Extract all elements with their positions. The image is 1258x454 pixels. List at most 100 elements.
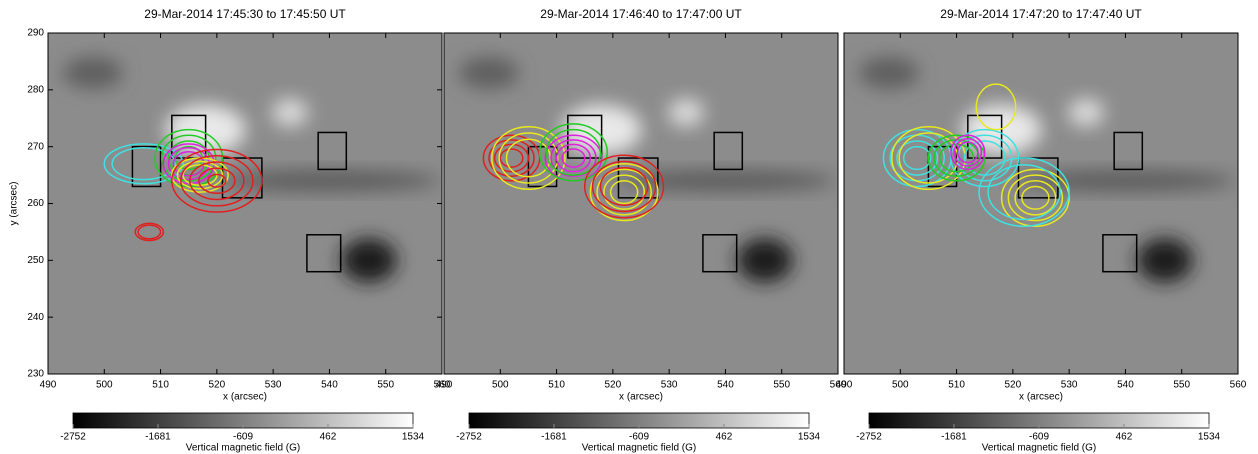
x-tick-label: 520 xyxy=(605,380,622,391)
contour xyxy=(111,147,176,181)
contour xyxy=(538,123,608,182)
x-tick-label: 560 xyxy=(830,380,847,391)
contour xyxy=(160,134,217,182)
y-tick-label: 250 xyxy=(27,255,44,266)
region-box xyxy=(171,114,207,159)
contour xyxy=(180,155,254,207)
colorbar-tick-label: 462 xyxy=(320,432,337,443)
x-tick-label: 500 xyxy=(96,380,113,391)
contour xyxy=(491,126,566,191)
contour xyxy=(589,162,659,222)
colorbar-tick-label: -2752 xyxy=(856,432,882,443)
contour xyxy=(599,166,649,206)
panel-title: 29-Mar-2014 17:46:40 to 17:47:00 UT xyxy=(540,7,742,21)
panel-title: 29-Mar-2014 17:45:30 to 17:45:50 UT xyxy=(144,7,346,21)
contour xyxy=(167,147,210,181)
contour xyxy=(493,143,530,173)
x-tick-label: 510 xyxy=(548,380,565,391)
contour xyxy=(902,145,932,171)
region-box xyxy=(713,131,744,171)
contour xyxy=(978,157,1070,227)
contour xyxy=(550,139,597,177)
y-tick-label: 280 xyxy=(27,84,44,95)
contour xyxy=(896,140,939,176)
colorbar-tick-label: 462 xyxy=(1116,432,1133,443)
contour xyxy=(609,180,639,205)
plot-area xyxy=(444,33,838,374)
negative-lane xyxy=(1015,170,1236,191)
contour xyxy=(171,148,263,213)
region-box xyxy=(131,145,162,188)
x-tick-label: 560 xyxy=(434,380,451,391)
plot-frame xyxy=(443,32,839,375)
x-tick-label: 540 xyxy=(717,380,734,391)
x-tick-label: 550 xyxy=(1173,380,1190,391)
region-box xyxy=(1113,131,1144,171)
x-tick-label: 530 xyxy=(1061,380,1078,391)
colorbar-label: Vertical magnetic field (G) xyxy=(582,443,697,454)
x-tick-label: 530 xyxy=(265,380,282,391)
colorbar-label: Vertical magnetic field (G) xyxy=(186,443,301,454)
contour xyxy=(198,167,236,195)
colorbar-tick-label: 1534 xyxy=(402,432,425,443)
region-box xyxy=(702,234,738,273)
colorbar-tick-label: -1681 xyxy=(145,432,171,443)
y-axis-label: y (arcsec) xyxy=(9,182,20,226)
x-tick-label: 540 xyxy=(321,380,338,391)
negative-spot xyxy=(736,238,793,283)
region-box xyxy=(1102,234,1138,273)
negative-lane xyxy=(615,170,836,191)
contour xyxy=(207,173,227,188)
region-box xyxy=(1017,157,1059,199)
contour xyxy=(137,224,162,240)
panel-title: 29-Mar-2014 17:47:20 to 17:47:40 UT xyxy=(940,7,1142,21)
x-tick-label: 520 xyxy=(209,380,226,391)
colorbar-label: Vertical magnetic field (G) xyxy=(982,443,1097,454)
y-tick-label: 270 xyxy=(27,141,44,152)
y-tick-label: 290 xyxy=(27,28,44,39)
contour xyxy=(488,139,535,177)
colorbar-tick-label: -609 xyxy=(233,432,253,443)
contour xyxy=(603,174,646,210)
colorbar-tick-label: -609 xyxy=(1029,432,1049,443)
region-box xyxy=(317,131,348,171)
contour xyxy=(1007,174,1064,222)
x-tick-label: 490 xyxy=(40,380,57,391)
contour xyxy=(987,164,1061,221)
negative-spot xyxy=(340,238,397,283)
region-box xyxy=(617,157,659,199)
negative-spot xyxy=(1136,238,1193,283)
dark-patch xyxy=(459,56,520,89)
contour xyxy=(134,222,165,242)
contour xyxy=(953,137,983,167)
contour xyxy=(1021,185,1050,210)
plot-frame xyxy=(843,32,1239,375)
colorbar-tick-label: 1534 xyxy=(798,432,821,443)
colorbar-tick-label: 1534 xyxy=(1198,432,1221,443)
magnetogram xyxy=(48,33,442,374)
x-axis-label: x (arcsec) xyxy=(223,392,267,403)
plot-area xyxy=(844,33,1238,374)
contour xyxy=(545,128,602,176)
x-tick-label: 550 xyxy=(773,380,790,391)
x-tick-label: 550 xyxy=(377,380,394,391)
contour xyxy=(950,134,986,171)
contour xyxy=(956,141,979,164)
colorbar-tick-label: -1681 xyxy=(541,432,567,443)
dark-patch xyxy=(859,56,920,89)
region-box xyxy=(306,234,342,273)
contour xyxy=(583,154,665,219)
x-tick-label: 530 xyxy=(661,380,678,391)
x-tick-label: 500 xyxy=(892,380,909,391)
magnetogram xyxy=(844,33,1238,374)
colorbar-tick-label: -1681 xyxy=(941,432,967,443)
y-tick-label: 260 xyxy=(27,198,44,209)
x-tick-label: 510 xyxy=(152,380,169,391)
contour xyxy=(927,134,986,182)
x-tick-label: 560 xyxy=(1230,380,1247,391)
contour xyxy=(975,83,1017,131)
contour xyxy=(596,168,652,216)
contour xyxy=(591,160,657,213)
contour xyxy=(499,148,524,168)
